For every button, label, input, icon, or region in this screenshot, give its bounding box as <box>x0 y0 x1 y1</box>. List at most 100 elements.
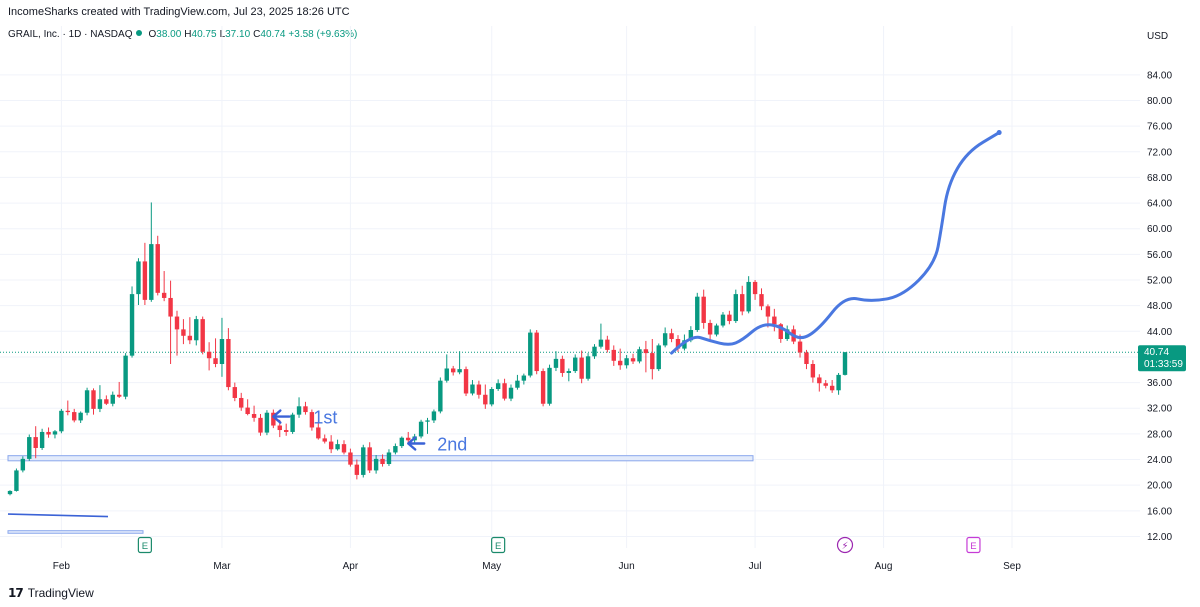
high-key: H <box>184 29 192 40</box>
candle-body <box>52 431 58 435</box>
candle-body <box>367 447 372 471</box>
y-tick-label: 24.00 <box>1147 455 1172 466</box>
candle-body <box>714 325 719 335</box>
candle-body <box>669 333 674 339</box>
candle-body <box>14 470 19 491</box>
time-axis: Feb Mar Apr May Jun Jul Aug Sep <box>53 561 1022 572</box>
symbol-name[interactable]: GRAIL, Inc. · 1D · NASDAQ <box>8 29 133 40</box>
candle-body <box>495 383 501 390</box>
arrow-2nd-icon <box>407 436 426 451</box>
candle-body <box>521 375 527 381</box>
chart-attribution: IncomeSharks created with TradingView.co… <box>8 6 350 18</box>
currency-label[interactable]: USD <box>1147 31 1169 42</box>
candle-body <box>399 437 405 447</box>
candle-body <box>637 349 642 362</box>
candle-body <box>515 380 520 388</box>
y-tick-label: 48.00 <box>1147 301 1172 312</box>
candle-body <box>842 352 848 375</box>
candle-body <box>348 452 353 465</box>
candle-body <box>662 333 668 346</box>
y-tick-label: 44.00 <box>1147 327 1172 338</box>
candle-body <box>271 412 276 426</box>
candle-body <box>33 437 38 448</box>
candle-body <box>65 410 71 413</box>
candle-body <box>759 294 764 307</box>
candle-body <box>354 464 360 475</box>
trend-line <box>7 513 109 518</box>
candle-body <box>476 384 482 395</box>
candle-body <box>283 430 289 432</box>
candle-body <box>161 292 167 298</box>
candle-body <box>155 244 160 293</box>
candle-body <box>643 349 649 354</box>
y-tick-label: 52.00 <box>1147 276 1172 287</box>
y-tick-label: 76.00 <box>1147 122 1172 133</box>
candle-body <box>547 367 552 404</box>
change-value: +3.58 (+9.63%) <box>288 29 358 40</box>
candle-body <box>386 452 392 465</box>
candle-body <box>194 319 199 341</box>
y-tick-label: 72.00 <box>1147 147 1172 158</box>
candle-body <box>650 353 655 370</box>
x-tick-label: Feb <box>53 561 71 572</box>
candle-body <box>322 438 327 442</box>
candle-body <box>797 341 803 353</box>
candle-body <box>579 357 584 379</box>
y-tick-label: 84.00 <box>1147 70 1172 81</box>
candle-body <box>470 384 475 394</box>
candle-body <box>84 390 90 413</box>
candle-body <box>406 437 411 441</box>
candle-body <box>72 412 77 421</box>
candle-body <box>508 387 514 399</box>
candle-body <box>778 324 783 339</box>
candle-body <box>688 330 694 341</box>
candle-body <box>303 406 308 413</box>
candle-body <box>836 374 841 391</box>
candle-body <box>239 397 244 408</box>
candle-body <box>656 345 661 370</box>
candle-body <box>746 281 751 312</box>
earnings-marker-icon <box>137 536 152 554</box>
candle-body <box>630 358 636 362</box>
high-value: 40.75 <box>191 29 217 40</box>
candle-body <box>104 399 109 404</box>
candle-body <box>457 369 462 373</box>
y-tick-label: 32.00 <box>1147 404 1172 415</box>
candle-body <box>740 294 745 312</box>
annotation-2nd: 2nd <box>437 434 467 454</box>
candle-body <box>39 431 45 448</box>
candle-body <box>720 314 726 326</box>
candle-body <box>168 297 173 317</box>
tradingview-brand: TradingView <box>27 586 94 600</box>
candle-body <box>380 458 385 465</box>
countdown-label: 01:33:59 <box>1144 359 1183 370</box>
candle-body <box>129 294 135 356</box>
forecast-endpoint <box>996 130 1002 136</box>
candle-body <box>560 358 565 373</box>
candlestick-series <box>7 202 848 496</box>
support-zones <box>7 455 754 534</box>
x-tick-label: May <box>482 561 501 572</box>
candle-body <box>226 338 231 388</box>
x-tick-label: Jun <box>619 561 635 572</box>
candle-body <box>817 377 822 384</box>
candle-body <box>534 332 539 372</box>
candle-body <box>682 340 687 349</box>
last-price-label: 40.74 <box>1144 347 1169 358</box>
user-drawings: 1st 2nd <box>272 130 1002 454</box>
symbol-legend[interactable]: GRAIL, Inc. · 1D · NASDAQO38.00H40.75L37… <box>8 29 360 40</box>
x-tick-label: Jul <box>749 561 762 572</box>
y-tick-label: 20.00 <box>1147 481 1172 492</box>
candle-body <box>425 420 430 422</box>
candle-body <box>810 363 816 378</box>
candle-body <box>592 346 597 357</box>
candle-body <box>573 357 578 372</box>
candle-body <box>752 281 758 295</box>
candle-body <box>393 446 398 453</box>
x-tick-label: Apr <box>343 561 359 572</box>
candle-body <box>341 444 347 453</box>
candle-body <box>316 427 321 439</box>
candle-body <box>213 358 218 364</box>
candle-body <box>59 410 64 432</box>
